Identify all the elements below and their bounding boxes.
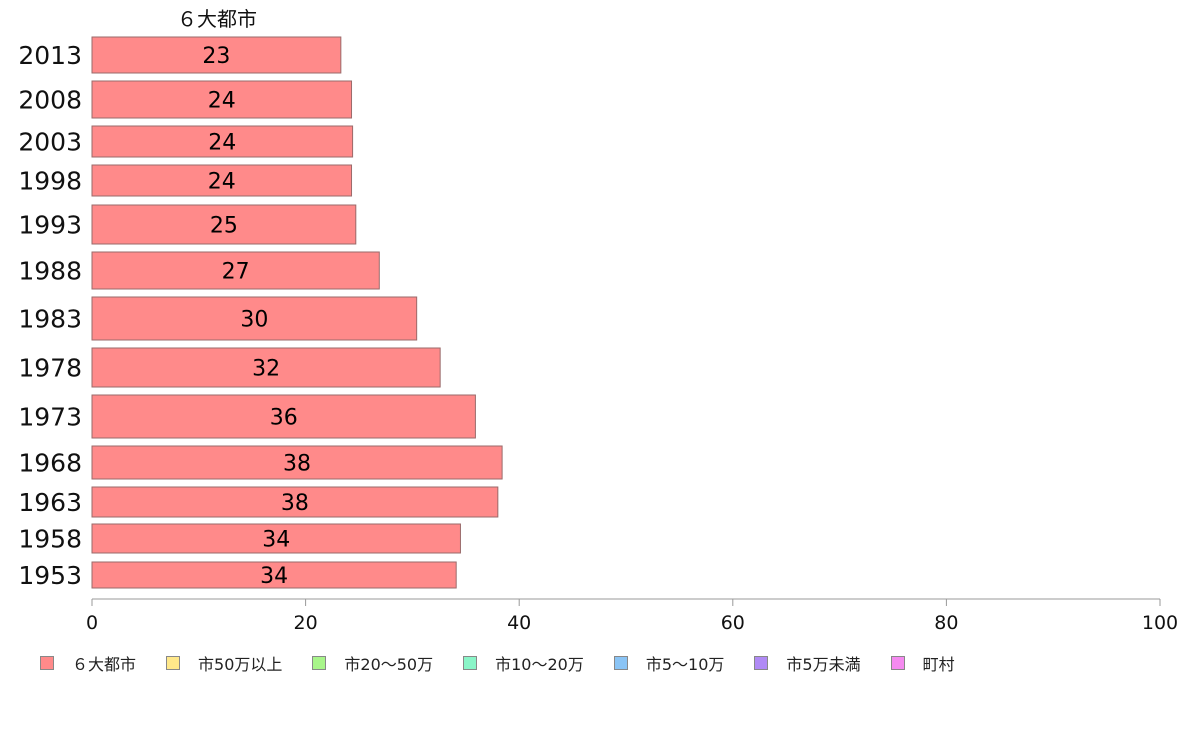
bar-value-label-1958: 34 (262, 528, 290, 553)
y-tick-label-2013: 2013 (18, 41, 82, 70)
y-tick-label-1993: 1993 (18, 211, 82, 240)
bar-value-label-2003: 24 (208, 131, 236, 156)
y-tick-label-2008: 2008 (18, 86, 82, 115)
x-tick-label-80: 80 (934, 612, 958, 634)
x-tick-label-100: 100 (1142, 612, 1178, 634)
x-tick-label-40: 40 (507, 612, 531, 634)
bar-1973 (91, 394, 476, 439)
legend-swatch (613, 656, 628, 670)
legend-label: 市5万未満 (786, 655, 861, 674)
legend-swatch (166, 656, 181, 670)
bar-1998 (91, 164, 353, 197)
x-tick-label-20: 20 (294, 612, 318, 634)
y-tick-label-1973: 1973 (18, 403, 82, 432)
x-tick-label-60: 60 (721, 612, 745, 634)
bar-value-label-2013: 23 (202, 44, 230, 69)
y-tick-label-1988: 1988 (18, 257, 82, 286)
y-tick-labels: 2013 2008 2003 1998 1993 1988 1983 1978 1973 1968… (18, 41, 82, 590)
bar-value-label-1993: 25 (210, 214, 238, 239)
legend-label: 町村 (922, 655, 955, 674)
legend-item: 市10〜20万 (463, 651, 584, 675)
legend-label: 市5〜10万 (645, 655, 725, 674)
legend-label: 市50万以上 (198, 655, 283, 674)
bar-2008 (91, 80, 353, 119)
bar-1978 (91, 347, 441, 388)
bar-1988 (91, 251, 380, 290)
legend-label: ６大都市 (72, 655, 137, 674)
x-axis: 0 20 40 60 80 100 (86, 598, 1178, 634)
legend-item: ６大都市 (40, 651, 136, 675)
bar-1963 (91, 486, 499, 518)
y-tick-label-1968: 1968 (18, 449, 82, 478)
legend-label: 市10〜20万 (495, 655, 584, 674)
y-tick-label-1998: 1998 (18, 167, 82, 196)
bar-value-label-1988: 27 (222, 260, 250, 285)
legend-label: 市20〜50万 (344, 655, 434, 674)
bar-value-label-1983: 30 (240, 308, 268, 333)
bar-value-label-2008: 24 (208, 89, 236, 114)
legend-swatch (463, 656, 478, 670)
bar-1983 (91, 296, 418, 341)
y-tick-label-1978: 1978 (18, 354, 82, 383)
legend-item: 町村 (890, 651, 955, 675)
bar-2013 (91, 36, 342, 74)
legend-item: 市5万未満 (754, 651, 861, 675)
bar-1993 (91, 204, 357, 245)
series-heading: ６大都市 (177, 7, 257, 31)
legend-item: 市5〜10万 (613, 651, 725, 675)
legend-swatch (312, 656, 327, 670)
y-tick-label-1963: 1963 (18, 488, 82, 517)
legend-swatch (754, 656, 769, 670)
bar-value-label-1998: 24 (208, 170, 236, 195)
legend-item: 市50万以上 (166, 651, 282, 675)
x-tick-label-0: 0 (86, 612, 98, 634)
legend-swatch (890, 656, 905, 670)
bar-value-label-1973: 36 (270, 406, 298, 431)
legend-item: 市20〜50万 (312, 651, 433, 675)
bar-1958 (91, 523, 461, 554)
bar-value-label-1953: 34 (260, 564, 288, 589)
bar-value-label-1963: 38 (281, 491, 309, 516)
bar-value-label-1968: 38 (283, 452, 311, 477)
bar-1968 (91, 445, 503, 480)
y-tick-label-1983: 1983 (18, 305, 82, 334)
y-tick-label-1953: 1953 (18, 561, 82, 590)
bars-group: 23 24 24 24 25 27 30 32 36 38 38 34 34 (91, 36, 503, 589)
bar-value-label-1978: 32 (252, 357, 280, 382)
y-tick-label-1958: 1958 (18, 525, 82, 554)
legend: ６大都市 市50万以上 市20〜50万 市10〜20万 市5〜10万 市5万未満 町村 (40, 652, 985, 674)
bar-2003 (91, 125, 354, 158)
y-tick-label-2003: 2003 (18, 128, 82, 157)
legend-swatch (40, 656, 54, 670)
bar-1953 (91, 561, 457, 589)
